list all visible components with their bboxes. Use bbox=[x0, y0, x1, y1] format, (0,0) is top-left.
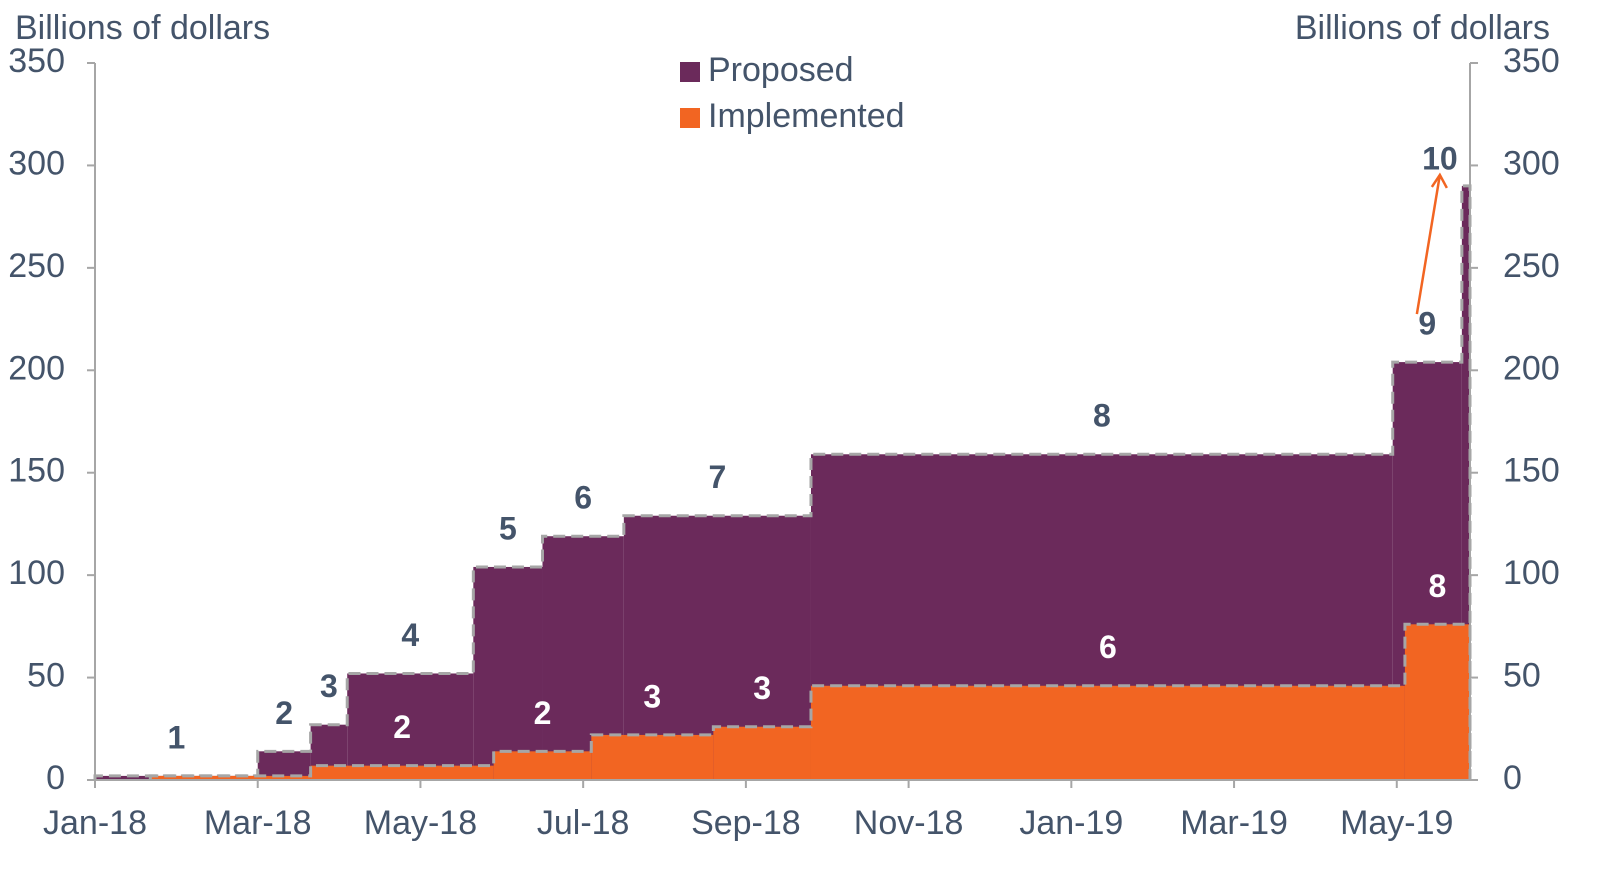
y-tick-label: 300 bbox=[8, 144, 65, 182]
step-area bbox=[810, 685, 1405, 780]
legend-swatch bbox=[680, 62, 700, 82]
y-tick-label: 250 bbox=[8, 247, 65, 285]
step-label: 2 bbox=[393, 709, 411, 745]
x-tick-label: May-19 bbox=[1340, 804, 1453, 842]
step-area bbox=[713, 726, 811, 780]
step-label: 7 bbox=[709, 459, 727, 495]
y2-tick-label: 300 bbox=[1503, 144, 1560, 182]
legend-label: Implemented bbox=[708, 97, 905, 135]
x-tick-label: Nov-18 bbox=[854, 804, 964, 842]
y2-tick-label: 0 bbox=[1503, 759, 1522, 797]
step-label: 8 bbox=[1429, 568, 1447, 604]
step-label: 3 bbox=[753, 670, 771, 706]
x-tick-label: Jul-18 bbox=[537, 804, 630, 842]
x-tick-label: Mar-18 bbox=[204, 804, 312, 842]
step-area bbox=[1461, 185, 1470, 780]
x-tick-label: Jan-18 bbox=[43, 804, 147, 842]
step-label: 2 bbox=[534, 695, 552, 731]
y2-tick-label: 350 bbox=[1503, 42, 1560, 80]
step-outline bbox=[148, 622, 1472, 780]
step-label: 6 bbox=[574, 480, 592, 516]
step-label: 3 bbox=[643, 678, 661, 714]
y-tick-label: 50 bbox=[27, 657, 65, 695]
y-tick-label: 100 bbox=[8, 554, 65, 592]
y2-axis-label: Billions of dollars bbox=[1295, 9, 1550, 47]
y2-tick-label: 200 bbox=[1503, 349, 1560, 387]
y-tick-label: 200 bbox=[8, 349, 65, 387]
annotation-arrowhead bbox=[1430, 172, 1448, 189]
step-label: 6 bbox=[1099, 629, 1117, 665]
step-label: 5 bbox=[499, 510, 517, 546]
step-label: 9 bbox=[1418, 306, 1436, 342]
y2-tick-label: 50 bbox=[1503, 657, 1541, 695]
y2-tick-label: 100 bbox=[1503, 554, 1560, 592]
legend-swatch bbox=[680, 108, 700, 128]
y-tick-label: 150 bbox=[8, 452, 65, 490]
step-area bbox=[473, 566, 543, 780]
x-tick-label: May-18 bbox=[364, 804, 477, 842]
step-label: 10 bbox=[1422, 140, 1458, 176]
step-outline bbox=[93, 184, 1472, 780]
y2-tick-label: 250 bbox=[1503, 247, 1560, 285]
y-axis-label: Billions of dollars bbox=[15, 9, 270, 47]
step-label: 4 bbox=[401, 617, 419, 653]
step-area bbox=[1404, 624, 1470, 780]
step-label: 2 bbox=[275, 695, 293, 731]
annotation-arrow bbox=[1415, 174, 1442, 315]
step-area bbox=[150, 775, 311, 780]
step-area bbox=[591, 734, 714, 780]
step-label: 3 bbox=[320, 668, 338, 704]
step-area bbox=[310, 765, 494, 780]
step-label: 1 bbox=[167, 719, 185, 755]
step-area bbox=[493, 751, 592, 780]
step-label: 8 bbox=[1093, 398, 1111, 434]
y2-tick-label: 150 bbox=[1503, 452, 1560, 490]
step-area bbox=[347, 673, 474, 780]
x-tick-label: Sep-18 bbox=[691, 804, 801, 842]
legend-label: Proposed bbox=[708, 51, 854, 89]
x-tick-label: Jan-19 bbox=[1019, 804, 1123, 842]
x-tick-label: Mar-19 bbox=[1180, 804, 1288, 842]
y-tick-label: 350 bbox=[8, 42, 65, 80]
y-tick-label: 0 bbox=[46, 759, 65, 797]
